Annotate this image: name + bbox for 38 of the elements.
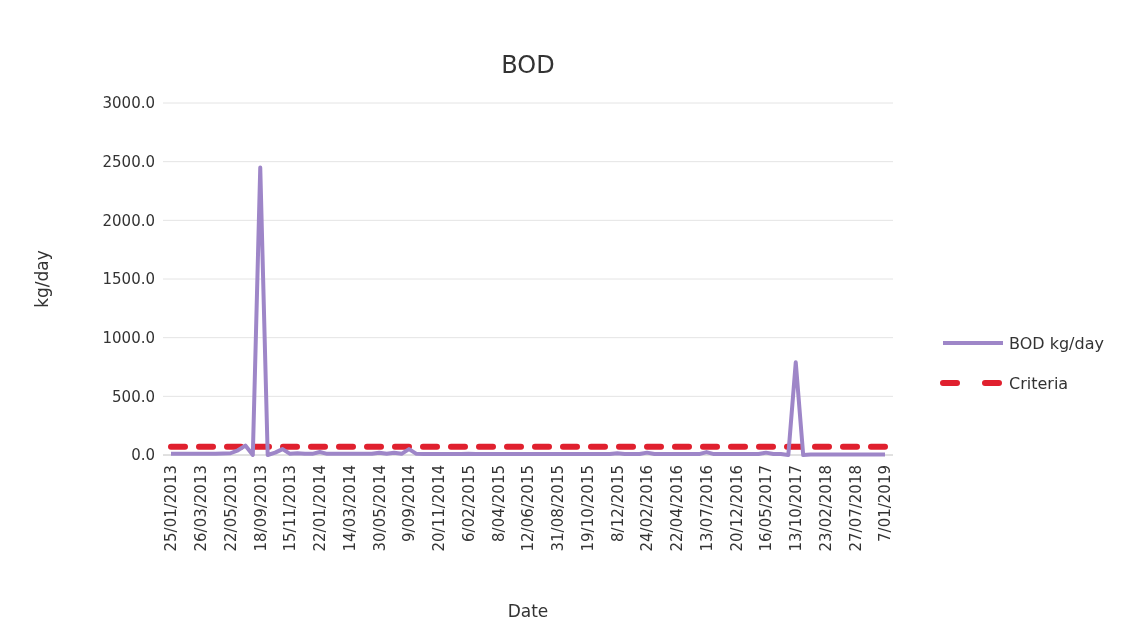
x-tick-label: 8/04/2015 bbox=[489, 465, 508, 542]
x-tick-label: 26/03/2013 bbox=[192, 465, 210, 552]
y-tick-label: 1000.0 bbox=[102, 328, 155, 347]
x-tick-label: 22/05/2013 bbox=[221, 465, 240, 552]
y-tick-label: 2000.0 bbox=[102, 211, 155, 230]
x-axis-title: Date bbox=[507, 601, 549, 621]
x-tick-label: 8/12/2015 bbox=[608, 465, 627, 542]
x-tick-label: 22/01/2014 bbox=[311, 465, 329, 552]
x-tick-label: 22/04/2016 bbox=[668, 465, 686, 552]
y-tick-label: 3000.0 bbox=[102, 94, 155, 113]
x-tick-label: 19/10/2015 bbox=[578, 465, 597, 552]
x-tick-label: 18/09/2013 bbox=[251, 465, 270, 552]
legend-label: Criteria bbox=[1009, 373, 1069, 393]
x-tick-label: 20/11/2014 bbox=[430, 465, 448, 552]
x-tick-label: 14/03/2014 bbox=[340, 465, 359, 552]
x-tick-label: 9/09/2014 bbox=[400, 465, 419, 542]
x-tick-label: 20/12/2016 bbox=[727, 465, 746, 552]
line-series bbox=[169, 165, 887, 457]
x-tick-label: 31/08/2015 bbox=[549, 465, 567, 552]
x-tick-label: 7/01/2019 bbox=[876, 465, 895, 542]
y-tick-label: 2500.0 bbox=[102, 152, 155, 171]
y-tick-label: 1500.0 bbox=[102, 270, 155, 289]
x-tick-label: 25/01/2013 bbox=[162, 465, 181, 552]
legend-label: BOD kg/day bbox=[1009, 333, 1104, 353]
chart-title: BOD bbox=[501, 51, 555, 79]
y-axis-title: kg/day bbox=[32, 250, 52, 308]
x-tick-label: 16/05/2017 bbox=[757, 465, 776, 552]
x-tick-label: 30/05/2014 bbox=[370, 465, 389, 552]
x-tick-label: 13/07/2016 bbox=[697, 465, 716, 552]
y-tick-label: 500.0 bbox=[112, 387, 155, 406]
x-tick-label: 24/02/2016 bbox=[638, 465, 657, 552]
x-tick-label: 15/11/2013 bbox=[281, 465, 300, 552]
x-tick-label: 12/06/2015 bbox=[519, 465, 538, 552]
x-tick-label: 23/02/2018 bbox=[816, 465, 835, 552]
x-tick-label: 13/10/2017 bbox=[787, 465, 805, 552]
x-tick-label: 6/02/2015 bbox=[459, 465, 478, 542]
y-tick-label: 0.0 bbox=[131, 446, 155, 465]
x-tick-label: 27/07/2018 bbox=[846, 465, 865, 552]
